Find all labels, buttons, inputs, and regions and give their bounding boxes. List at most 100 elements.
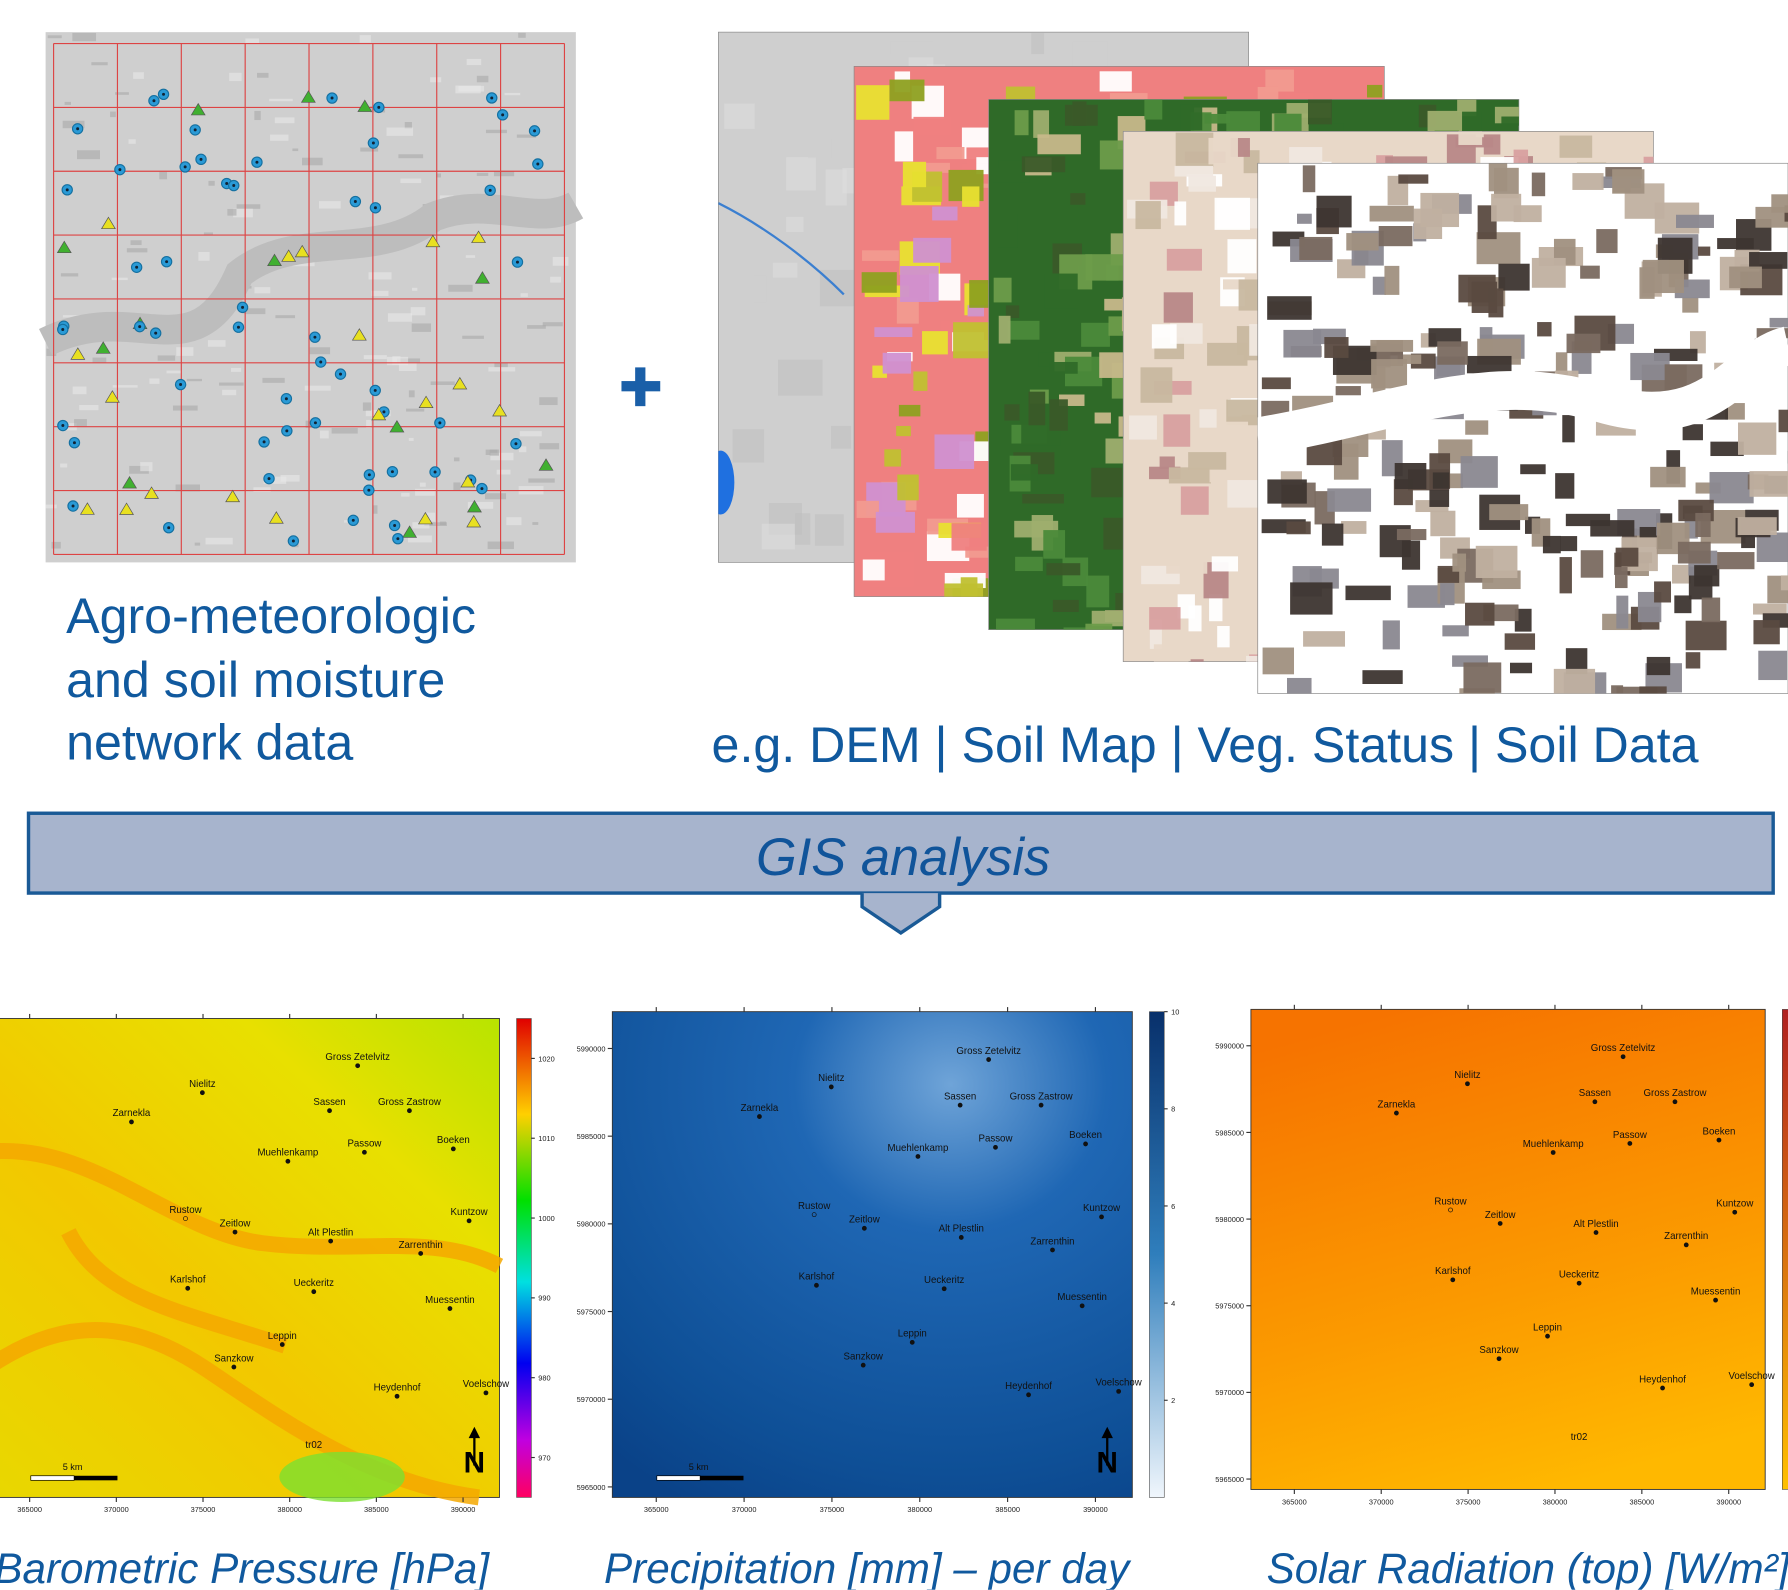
x-tick-label: 365000 xyxy=(1282,1497,1307,1506)
parcel xyxy=(1647,657,1670,675)
town-dot xyxy=(200,1091,204,1095)
parcel xyxy=(1682,298,1698,313)
town-label: Zeitlow xyxy=(1485,1210,1517,1221)
town-dot xyxy=(1628,1141,1632,1145)
parcel xyxy=(1345,586,1390,600)
parcel xyxy=(1639,686,1666,710)
x-tick-label: 380000 xyxy=(907,1505,932,1514)
parcel xyxy=(1572,173,1603,190)
relief xyxy=(254,111,260,120)
town-dot xyxy=(987,1057,991,1061)
station-dot xyxy=(396,537,399,540)
relief xyxy=(431,381,455,385)
parcel xyxy=(862,250,899,261)
parcel xyxy=(1212,556,1238,571)
parcel xyxy=(922,331,948,354)
town-dot xyxy=(1394,1111,1398,1115)
x-tick-label: 370000 xyxy=(104,1505,129,1514)
parcel xyxy=(1044,274,1078,309)
relief xyxy=(466,255,475,258)
parcel xyxy=(1007,321,1039,340)
parcel xyxy=(808,138,831,158)
parcel xyxy=(1695,513,1710,537)
x-tick-label: 365000 xyxy=(644,1505,669,1514)
parcel xyxy=(1710,472,1754,503)
parcel xyxy=(1160,456,1175,468)
parcel xyxy=(952,523,987,551)
parcel xyxy=(1698,247,1710,256)
relief xyxy=(369,272,392,279)
parcel xyxy=(1430,511,1455,536)
station-dot xyxy=(368,473,371,476)
parcel xyxy=(1207,343,1247,366)
station-dot xyxy=(268,477,271,480)
relief xyxy=(245,38,259,43)
parcel xyxy=(1209,594,1222,621)
parcel xyxy=(998,214,1018,248)
x-tick-label: 375000 xyxy=(1456,1497,1481,1506)
parcel xyxy=(1037,134,1080,154)
town-dot xyxy=(1451,1278,1455,1282)
town-label: tr02 xyxy=(1571,1432,1588,1443)
parcel xyxy=(778,360,822,396)
parcel xyxy=(874,327,912,337)
parcel xyxy=(1362,670,1402,684)
parcel xyxy=(1227,239,1256,273)
station-dot xyxy=(255,161,258,164)
relief xyxy=(409,438,414,441)
station-dot xyxy=(225,182,228,185)
town-label: Zeitlow xyxy=(849,1215,881,1226)
relief xyxy=(364,355,387,359)
town-label: Heydenhof xyxy=(374,1383,421,1394)
parcel xyxy=(1166,538,1207,573)
station-dot xyxy=(292,539,295,542)
parcel xyxy=(1267,296,1311,320)
parcel xyxy=(1402,541,1420,570)
plus-bar xyxy=(635,367,645,406)
town-dot xyxy=(448,1307,452,1311)
parcel xyxy=(1537,322,1551,336)
parcel xyxy=(1532,173,1545,197)
relief xyxy=(292,148,298,151)
town-dot xyxy=(356,1064,360,1068)
relief xyxy=(254,287,270,293)
station-map xyxy=(46,32,576,562)
relief xyxy=(411,307,426,315)
relief xyxy=(392,356,400,365)
parcel xyxy=(1674,595,1691,613)
parcel xyxy=(1702,598,1721,623)
relief xyxy=(219,383,244,386)
x-tick-label: 390000 xyxy=(1083,1505,1108,1514)
parcel xyxy=(934,434,974,469)
station-dot xyxy=(367,489,370,492)
relief xyxy=(412,323,431,331)
banner-text: GIS analysis xyxy=(756,829,1050,887)
relief xyxy=(237,204,261,209)
y-tick-label: 5980000 xyxy=(577,1220,606,1229)
relief xyxy=(527,325,546,329)
station-dot xyxy=(165,260,168,263)
relief xyxy=(262,378,284,383)
station-dot xyxy=(434,471,437,474)
layers-caption: e.g. DEM | Soil Map | Veg. Status | Soil… xyxy=(712,717,1699,773)
parcel xyxy=(1085,624,1112,652)
x-tick-label: 385000 xyxy=(995,1505,1020,1514)
parcel xyxy=(1379,226,1413,246)
town-label: Boeken xyxy=(1069,1130,1102,1141)
y-tick-label: 5965000 xyxy=(577,1483,606,1492)
town-dot xyxy=(1684,1243,1688,1247)
town-dot xyxy=(1099,1215,1103,1219)
parcel xyxy=(1560,557,1572,593)
relief xyxy=(518,33,526,38)
station-dot xyxy=(489,189,492,192)
parcel xyxy=(1029,392,1046,426)
parcel xyxy=(1686,621,1727,651)
parcel xyxy=(1686,652,1701,668)
parcel xyxy=(1429,490,1449,507)
town-label: Sassen xyxy=(313,1097,345,1108)
station-dot xyxy=(536,163,539,166)
town-dot xyxy=(327,1109,331,1113)
relief xyxy=(198,252,209,261)
town-dot xyxy=(1673,1100,1677,1104)
parcel xyxy=(1367,85,1382,98)
